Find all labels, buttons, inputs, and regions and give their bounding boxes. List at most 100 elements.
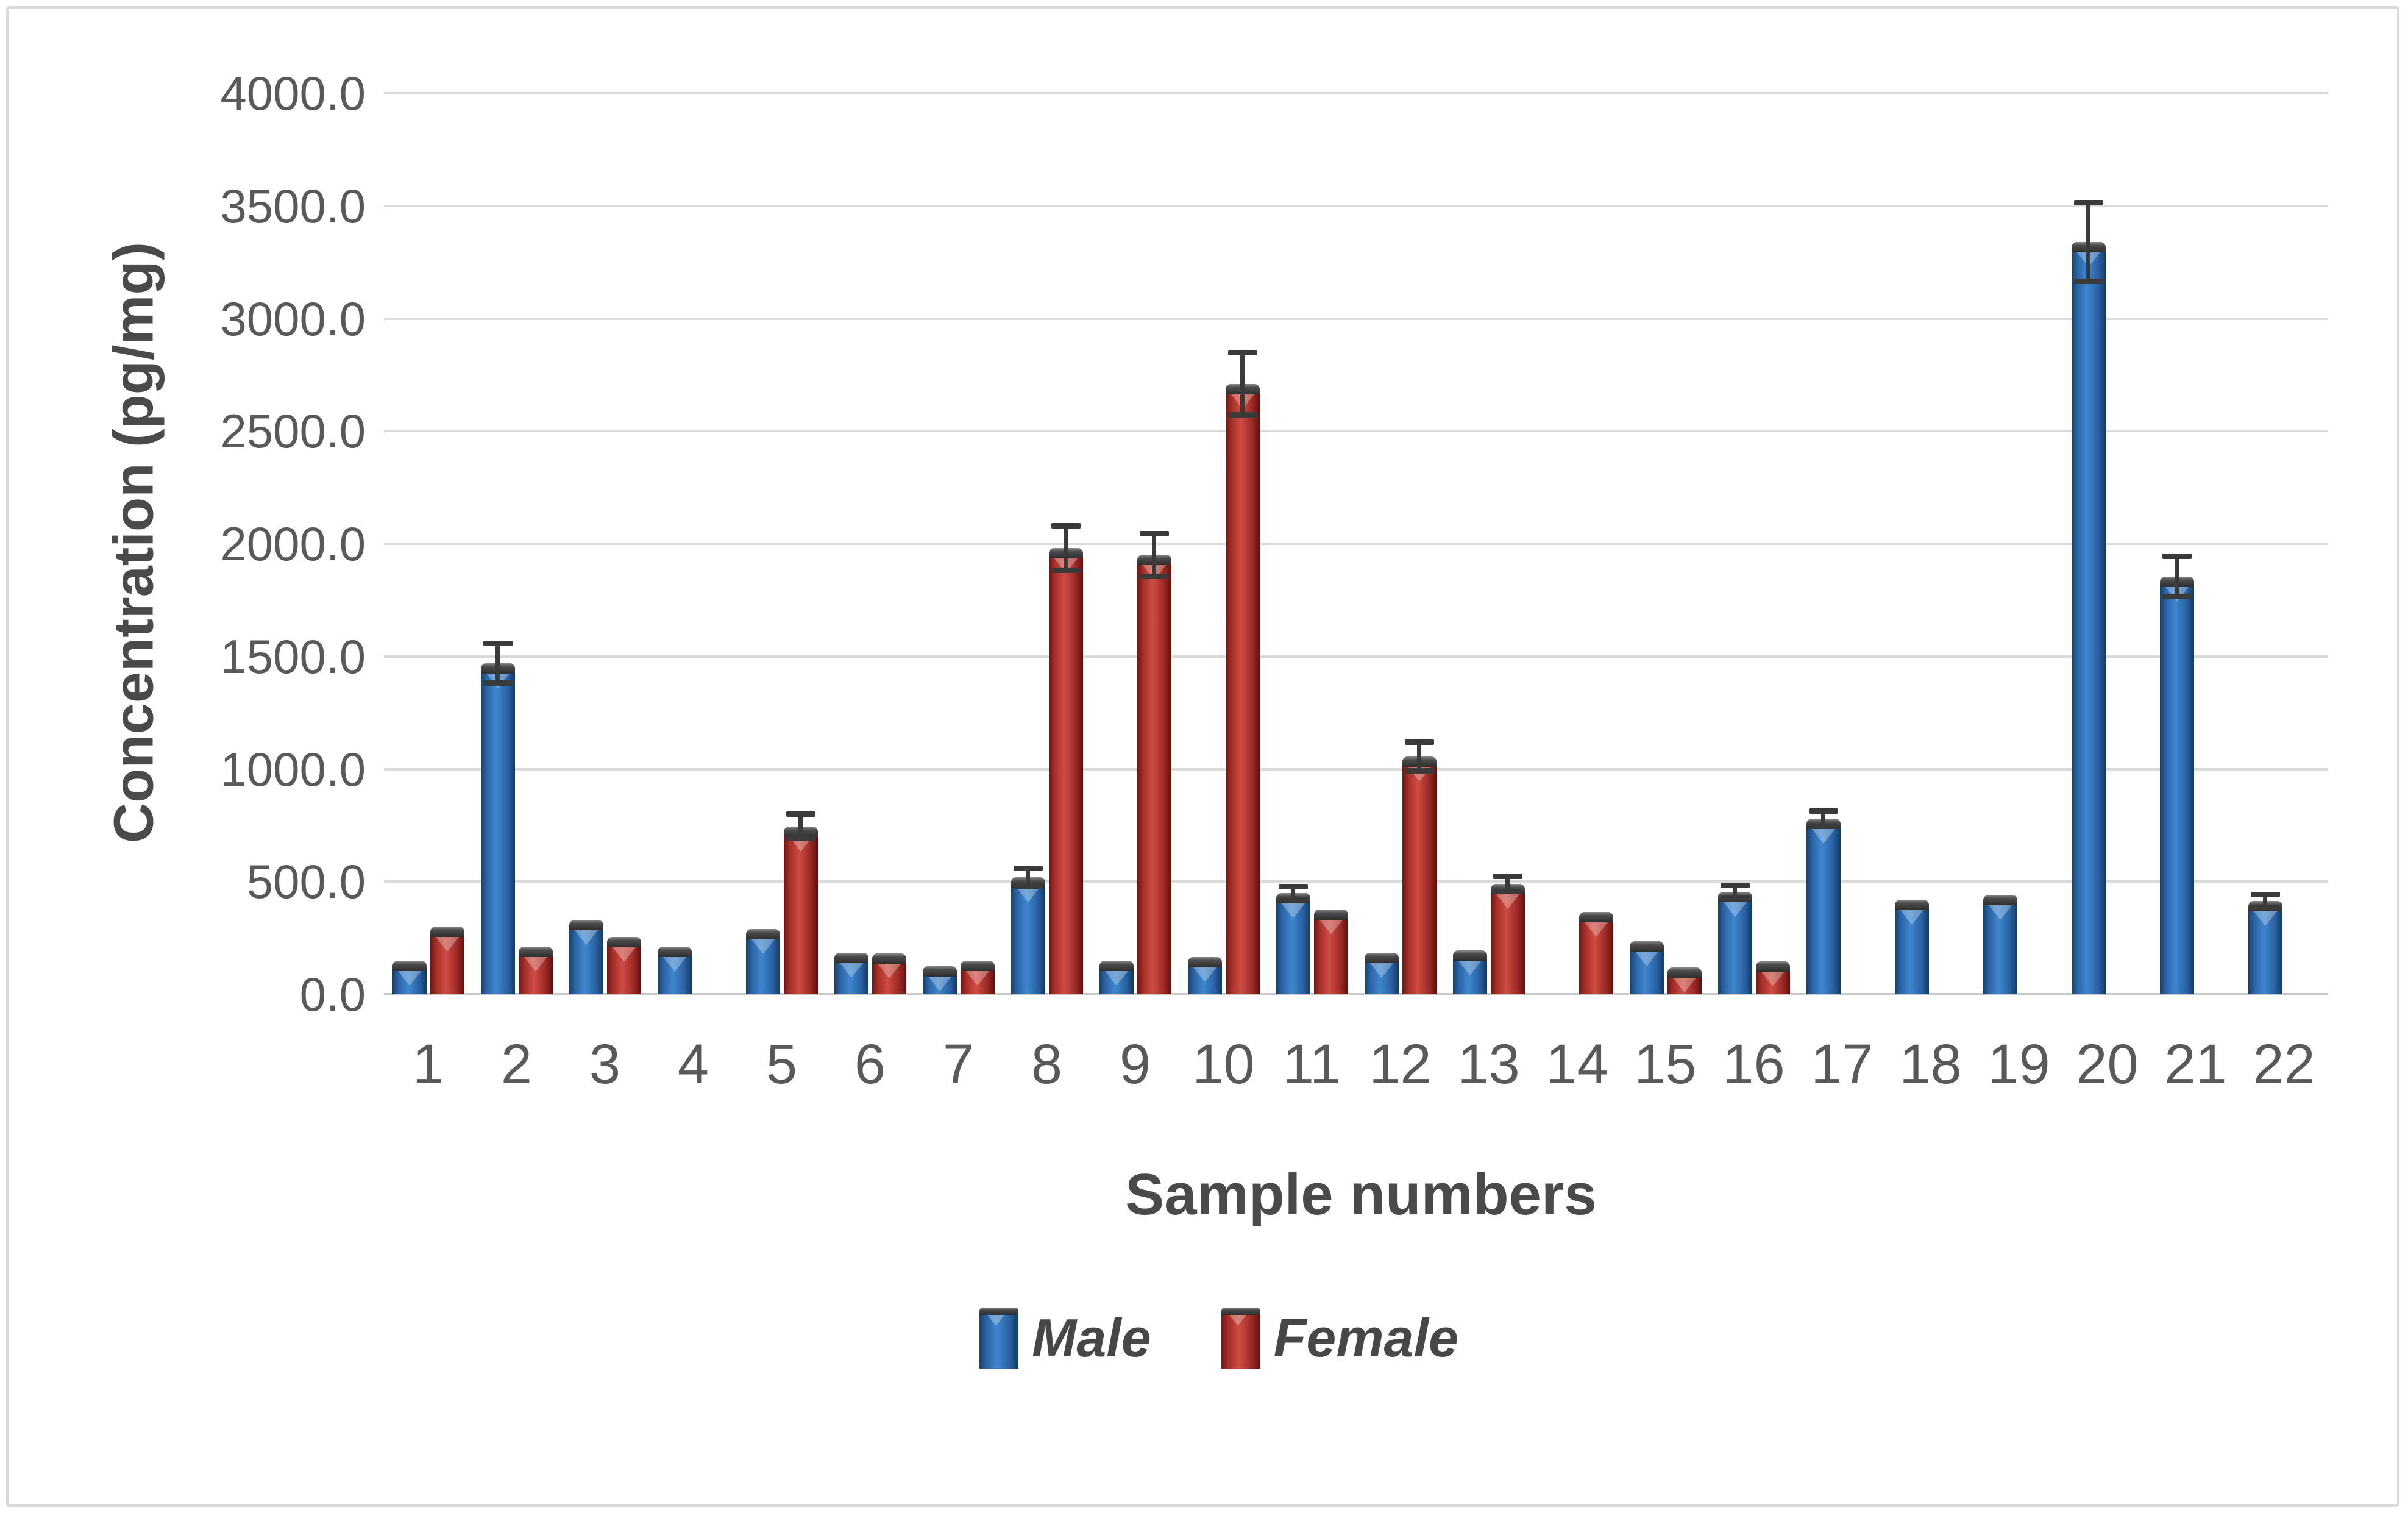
bar-male-17	[1806, 818, 1841, 994]
bar-gloss-notch	[1281, 903, 1305, 918]
error-bar-cap	[1808, 808, 1838, 814]
error-bar-cap	[1051, 568, 1081, 574]
bar-female-9	[1137, 555, 1171, 994]
error-bar-cap	[1720, 895, 1750, 901]
bar-gloss-notch	[1104, 970, 1128, 986]
bar-gloss-notch	[928, 976, 951, 991]
y-axis-title: Concentration (pg/mg)	[102, 241, 165, 844]
bar-female-1	[430, 927, 464, 994]
legend-item-male: Male	[979, 1308, 1151, 1369]
error-bar-cap	[2250, 891, 2280, 897]
error-bar-cap	[2162, 554, 2192, 560]
x-tick-label: 8	[1031, 1033, 1063, 1095]
gridline	[384, 430, 2328, 433]
bar-female-8	[1048, 548, 1083, 994]
error-bar-female-12	[1417, 742, 1421, 772]
bar-top-cap	[1755, 961, 1790, 972]
gridline	[384, 655, 2328, 658]
bar-gloss-notch	[1672, 977, 1696, 992]
gridline	[384, 317, 2328, 320]
y-tick-label: 500.0	[246, 855, 366, 909]
bar-female-12	[1402, 756, 1437, 994]
bar-top-cap	[1452, 950, 1487, 961]
bar-male-4	[657, 947, 692, 994]
error-bar-cap	[483, 640, 513, 646]
error-bar-cap	[1013, 883, 1043, 889]
error-bar-cap	[1278, 896, 1308, 902]
bar-gloss-notch	[1988, 905, 2012, 920]
x-tick-label: 16	[1722, 1033, 1785, 1095]
x-tick-label: 20	[2076, 1033, 2139, 1095]
error-bar-cap	[786, 811, 815, 817]
bar-male-16	[1717, 891, 1752, 994]
x-tick-label: 9	[1119, 1033, 1151, 1095]
error-bar-cap	[1493, 874, 1522, 879]
y-tick-label: 3000.0	[220, 291, 366, 346]
error-bar-female-8	[1064, 525, 1068, 571]
bar-top-cap	[872, 953, 906, 964]
bar-gloss-notch	[2253, 911, 2277, 926]
bar-top-cap	[1099, 960, 1134, 971]
x-tick-label: 13	[1457, 1033, 1520, 1095]
y-tick-label: 3500.0	[220, 179, 366, 233]
bar-female-13	[1490, 883, 1525, 994]
bar-top-cap	[1629, 941, 1664, 952]
bar-female-16	[1755, 961, 1790, 994]
bar-gloss-notch	[751, 939, 775, 954]
error-bar-male-2	[495, 643, 500, 684]
x-axis-line	[384, 993, 2328, 995]
bar-male-8	[1010, 877, 1045, 994]
x-tick-label: 10	[1192, 1033, 1255, 1095]
x-tick-label: 22	[2253, 1033, 2315, 1095]
bar-gloss-notch	[662, 957, 686, 972]
bar-male-20	[2071, 241, 2106, 994]
error-bar-male-21	[2175, 556, 2179, 597]
bar-top-cap	[834, 952, 868, 963]
bar-male-5	[745, 928, 780, 994]
x-tick-label: 12	[1369, 1033, 1432, 1095]
x-tick-label: 6	[854, 1033, 886, 1095]
x-axis-title: Sample numbers	[1125, 1162, 1597, 1227]
bar-gloss-notch	[397, 970, 421, 986]
error-bar-cap	[1720, 882, 1750, 888]
error-bar-cap	[483, 680, 513, 686]
bar-top-cap	[1579, 912, 1613, 923]
error-bar-cap	[1404, 739, 1434, 746]
error-bar-cap	[2073, 278, 2103, 284]
bar-male-13	[1452, 950, 1487, 994]
gridline	[384, 204, 2328, 207]
error-bar-cap	[1051, 523, 1081, 529]
bar-gloss-notch	[1761, 972, 1785, 987]
bar-gloss-notch	[1811, 828, 1835, 844]
bar-female-5	[783, 826, 818, 994]
y-tick-label: 2500.0	[220, 404, 366, 458]
bar-top-cap	[606, 936, 641, 947]
error-bar-female-5	[798, 814, 803, 839]
bar-top-cap	[960, 960, 995, 971]
bar-female-11	[1313, 910, 1348, 994]
bar-top-cap	[1313, 910, 1348, 920]
x-tick-label: 4	[677, 1033, 709, 1095]
x-tick-label: 5	[765, 1033, 798, 1095]
bar-top-cap	[569, 920, 603, 931]
error-bar-male-16	[1733, 885, 1737, 899]
error-bar-female-13	[1505, 876, 1510, 892]
bar-male-9	[1099, 960, 1134, 994]
bar-top-cap	[392, 960, 427, 971]
bar-gloss-notch	[612, 947, 636, 962]
bar-male-19	[1983, 895, 2017, 994]
error-bar-male-22	[2263, 894, 2267, 908]
y-tick-label: 4000.0	[220, 66, 366, 120]
bar-gloss-notch	[574, 930, 598, 945]
x-tick-label: 3	[589, 1033, 621, 1095]
bar-gloss-notch	[1458, 960, 1482, 975]
x-tick-label: 19	[1987, 1033, 2050, 1095]
bar-top-cap	[657, 947, 692, 958]
x-tick-label: 18	[1899, 1033, 1962, 1095]
bar-gloss-notch	[1723, 902, 1747, 917]
x-tick-label: 15	[1634, 1033, 1697, 1095]
bar-gloss-notch	[1016, 887, 1040, 902]
error-bar-female-10	[1240, 352, 1245, 416]
error-bar-cap	[1139, 531, 1169, 537]
